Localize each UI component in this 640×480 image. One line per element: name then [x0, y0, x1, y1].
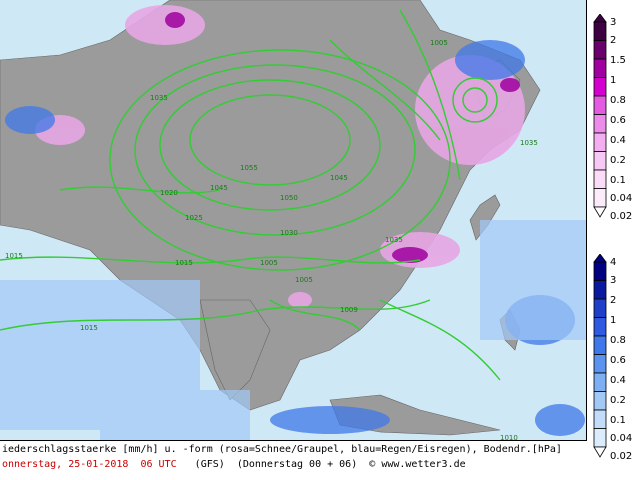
rain-legend-swatch: [593, 372, 607, 392]
isobar-label: 1015: [175, 259, 193, 267]
light-rain-areas: [0, 220, 586, 440]
snow-legend-bottom-arrow: [593, 206, 607, 218]
rain-legend-bottom-arrow: [593, 446, 607, 458]
rain-legend-label: 0.02: [610, 451, 633, 462]
isobar-label: 1035: [150, 94, 168, 102]
rain-legend-label: 0.1: [610, 415, 626, 426]
isobar-label: 1050: [280, 194, 298, 202]
rain-legend-label: 0.8: [610, 335, 626, 346]
isobar-label: 1005: [260, 259, 278, 267]
footer-info-line: onnerstag, 25-01-2018 06 UTC (GFS) (Donn…: [2, 459, 466, 471]
snow-legend-swatch: [593, 58, 607, 78]
isobar-label: 1015: [80, 324, 98, 332]
snow-legend-swatch: [593, 151, 607, 171]
rain-legend-label: 0.04: [610, 433, 633, 444]
snow-legend-swatch: [593, 132, 607, 152]
rain-legend-label: 4: [610, 257, 617, 268]
rain-legend-swatch: [593, 428, 607, 448]
snow-legend-swatch: [593, 21, 607, 41]
isobar-label: 1015: [5, 252, 23, 260]
map-canvas: 1055 1050 1045 1045 1035 1030 1025 1020 …: [0, 0, 586, 440]
rain-legend-label: 0.4: [610, 375, 626, 386]
rain-colorbar: [593, 254, 607, 458]
rain-legend-label: 1: [610, 315, 617, 326]
isobar-label: 1045: [210, 184, 228, 192]
rain-legend-swatch: [593, 280, 607, 300]
weather-map: 1055 1050 1045 1045 1035 1030 1025 1020 …: [0, 0, 587, 441]
isobar-label: 1025: [185, 214, 203, 222]
rain-legend: 4 3 2 1 0.8 0.6 0.4 0.2 0.1 0.04 0.02: [592, 254, 638, 462]
rain-legend-swatch: [593, 391, 607, 411]
isobar-label: 1005: [295, 276, 313, 284]
isobar-label: 1045: [330, 174, 348, 182]
snow-legend-label: 0.6: [610, 115, 626, 126]
snow-legend-label: 0.02: [610, 211, 633, 222]
snow-legend-label: 0.8: [610, 95, 626, 106]
isobar-label: 1030: [280, 229, 298, 237]
snow-legend: 3 2 1.5 1 0.8 0.6 0.4 0.2 0.1 0.04 0.02: [592, 14, 638, 222]
isobar-label: 1035: [385, 236, 403, 244]
rain-legend-swatch: [593, 354, 607, 374]
rain-legend-swatch: [593, 409, 607, 429]
isobar-label: 1055: [240, 164, 258, 172]
rain-legend-swatch: [593, 298, 607, 318]
rain-legend-label: 2: [610, 295, 617, 306]
isobar-label: 1035: [520, 139, 538, 147]
snow-legend-label: 2: [610, 35, 617, 46]
isobar-label: 1009: [340, 306, 358, 314]
snow-legend-label: 1: [610, 75, 617, 86]
rain-legend-top-arrow: [593, 254, 607, 263]
rain-legend-swatch: [593, 335, 607, 355]
snow-legend-swatch: [593, 40, 607, 60]
snow-legend-label: 0.04: [610, 193, 633, 204]
snow-legend-swatch: [593, 95, 607, 115]
isobar-label: 1010: [500, 434, 518, 440]
snow-legend-label: 3: [610, 17, 617, 28]
snow-legend-swatch: [593, 188, 607, 208]
footer-model-run: (GFS) (Donnerstag 00 + 06): [194, 459, 358, 470]
rain-legend-swatch: [593, 317, 607, 337]
isobars: [0, 9, 501, 381]
snow-legend-label: 0.4: [610, 135, 626, 146]
footer-date: onnerstag, 25-01-2018 06 UTC: [2, 459, 177, 470]
snow-legend-top-arrow: [593, 14, 607, 23]
rain-legend-swatch: [593, 261, 607, 281]
snow-legend-swatch: [593, 77, 607, 97]
snow-cores: [165, 12, 520, 263]
isobar-label: 1005: [430, 39, 448, 47]
japan-islands: [469, 194, 501, 241]
snow-colorbar: [593, 14, 607, 218]
rain-legend-label: 0.2: [610, 395, 626, 406]
isobar-label: 1020: [160, 189, 178, 197]
snow-legend-label: 0.1: [610, 175, 626, 186]
footer-description: iederschlagsstaerke [mm/h] u. -form (ros…: [2, 444, 562, 455]
snow-legend-swatch: [593, 114, 607, 134]
snow-legend-swatch: [593, 169, 607, 189]
rain-legend-label: 0.6: [610, 355, 626, 366]
india-peninsula: [199, 299, 271, 401]
map-footer: iederschlagsstaerke [mm/h] u. -form (ros…: [0, 441, 586, 480]
snow-legend-label: 0.2: [610, 155, 626, 166]
footer-source-link[interactable]: © www.wetter3.de: [369, 459, 466, 470]
isobar-labels: 1055 1050 1045 1045 1035 1030 1025 1020 …: [5, 39, 538, 440]
rain-legend-label: 3: [610, 275, 617, 286]
snow-legend-label: 1.5: [610, 55, 626, 66]
